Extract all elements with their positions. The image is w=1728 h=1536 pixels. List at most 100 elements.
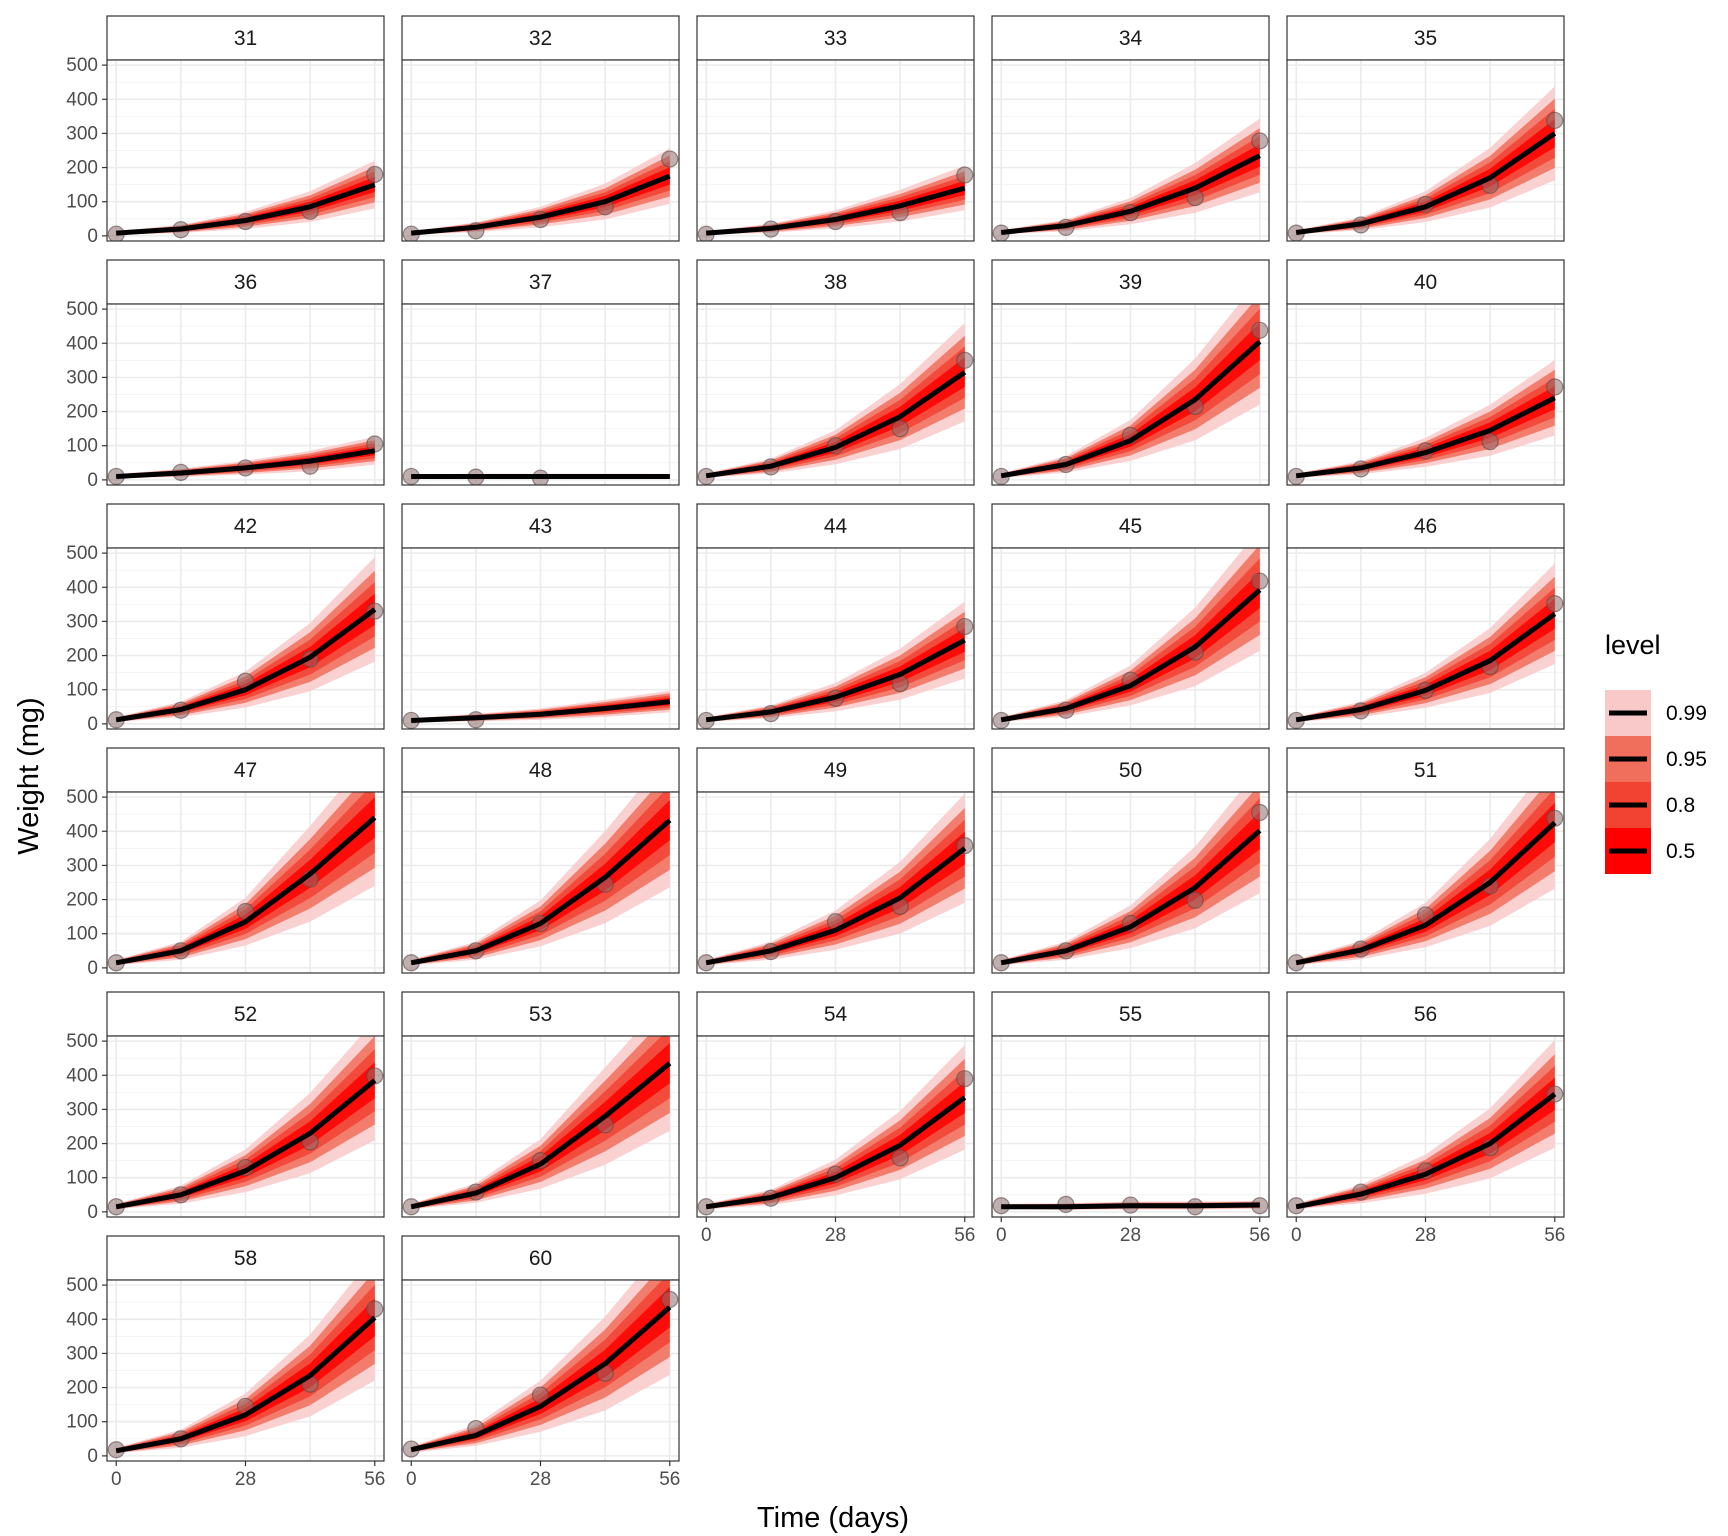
y-tick-label: 500	[66, 543, 98, 564]
observed-point	[1186, 891, 1204, 909]
observed-point	[366, 1300, 384, 1318]
y-tick-label: 200	[66, 1378, 98, 1399]
y-tick-label: 100	[66, 680, 98, 701]
panel-43: 43	[401, 503, 680, 730]
band-50	[1296, 802, 1555, 964]
observed-point	[891, 1149, 909, 1167]
median-line	[115, 1315, 377, 1454]
y-tick-label: 300	[66, 367, 98, 388]
median-line	[1000, 153, 1261, 235]
panel-border	[106, 547, 385, 730]
median-line	[1295, 395, 1556, 479]
panel-border	[1286, 791, 1565, 974]
y-tick-label: 200	[66, 402, 98, 423]
median-line	[410, 1305, 672, 1453]
x-tick-label: 28	[825, 1225, 846, 1246]
panel-strip	[1286, 259, 1565, 305]
y-tick-label: 0	[87, 226, 98, 247]
panel-border	[401, 791, 680, 974]
legend-label: 0.99	[1666, 702, 1707, 725]
panel-35: 35	[1286, 15, 1565, 242]
panel-strip	[1286, 747, 1565, 793]
panel-60: 60 0 28 56	[401, 1235, 680, 1490]
x-tick-label: 56	[954, 1225, 975, 1246]
panel-plot-area	[402, 467, 670, 485]
panel-strip-label: 51	[1414, 759, 1437, 782]
band-99	[411, 1280, 670, 1453]
panel-strip-label: 33	[824, 27, 847, 50]
y-tick-label: 300	[66, 855, 98, 876]
median-line	[410, 1061, 672, 1210]
panel-plot-area	[107, 435, 384, 485]
panel-border	[401, 59, 680, 242]
band-99	[1001, 304, 1260, 478]
band-99	[116, 1280, 375, 1454]
panel-52: 52 0 100 200 300 400 500	[66, 991, 385, 1223]
x-tick-label: 28	[235, 1469, 256, 1490]
x-tick-label: 56	[1544, 1225, 1565, 1246]
legend-entry: 0.95	[1605, 736, 1707, 782]
median-line	[116, 182, 376, 236]
band-50	[1001, 144, 1260, 234]
panel-strip-label: 58	[234, 1247, 257, 1270]
panel-strip	[991, 259, 1270, 305]
band-50	[411, 167, 670, 235]
panel-strip-label: 37	[529, 271, 552, 294]
panel-47: 47 0 100 200 300 400 500	[66, 747, 385, 979]
median-line	[411, 699, 671, 723]
panel-53: 53	[401, 991, 680, 1218]
panel-45: 45	[991, 503, 1270, 730]
y-tick-label: 500	[66, 1031, 98, 1052]
panel-strip-label: 32	[529, 27, 552, 50]
panel-strip	[696, 747, 975, 793]
panel-plot-area	[992, 1195, 1269, 1216]
x-tick-label: 28	[530, 1469, 551, 1490]
y-tick-label: 100	[66, 924, 98, 945]
band-80	[411, 1036, 670, 1209]
y-tick-label: 500	[66, 787, 98, 808]
y-tick-label: 400	[66, 89, 98, 110]
observed-point	[1251, 803, 1269, 822]
median-line	[1295, 1092, 1557, 1210]
panel-54: 54 0 28 56	[696, 991, 975, 1246]
y-tick-label: 200	[66, 890, 98, 911]
panel-plot-area	[1287, 360, 1564, 485]
panel-strip	[401, 991, 680, 1037]
x-tick-label: 28	[1415, 1225, 1436, 1246]
panel-plot-area	[697, 1045, 974, 1216]
panel-42: 42 0 100 200 300 400 500	[66, 503, 385, 735]
panel-strip-label: 54	[824, 1003, 848, 1026]
panel-plot-area	[697, 793, 974, 972]
band-50	[1296, 386, 1555, 477]
band-50	[116, 593, 375, 721]
panel-plot-area	[697, 601, 974, 729]
x-tick-label: 0	[406, 1469, 417, 1490]
panel-plot-area	[1287, 1040, 1564, 1215]
y-tick-label: 300	[66, 1099, 98, 1120]
median-line	[705, 1095, 967, 1210]
y-tick-label: 500	[66, 1275, 98, 1296]
panel-strip-label: 50	[1119, 759, 1142, 782]
panel-strip-label: 38	[824, 271, 847, 294]
panel-strip-label: 40	[1414, 271, 1437, 294]
panel-border	[991, 547, 1270, 730]
panel-38: 38	[696, 259, 975, 486]
y-tick-label: 100	[66, 192, 98, 213]
panel-strip	[401, 503, 680, 549]
band-99	[1296, 792, 1555, 966]
panel-plot-area	[402, 792, 672, 972]
median-line	[410, 818, 672, 966]
panel-plot-area	[107, 557, 384, 729]
y-tick-label: 100	[66, 1168, 98, 1189]
panel-37: 37	[401, 259, 680, 486]
panel-border	[696, 791, 975, 974]
band-99	[1001, 792, 1260, 966]
panel-strip-label: 56	[1414, 1003, 1437, 1026]
median-line	[1000, 828, 1262, 966]
median-line	[115, 607, 377, 723]
panel-strip	[991, 991, 1270, 1037]
y-tick-label: 400	[66, 577, 98, 598]
y-tick-label: 400	[66, 1309, 98, 1330]
panel-strip	[1286, 991, 1565, 1037]
